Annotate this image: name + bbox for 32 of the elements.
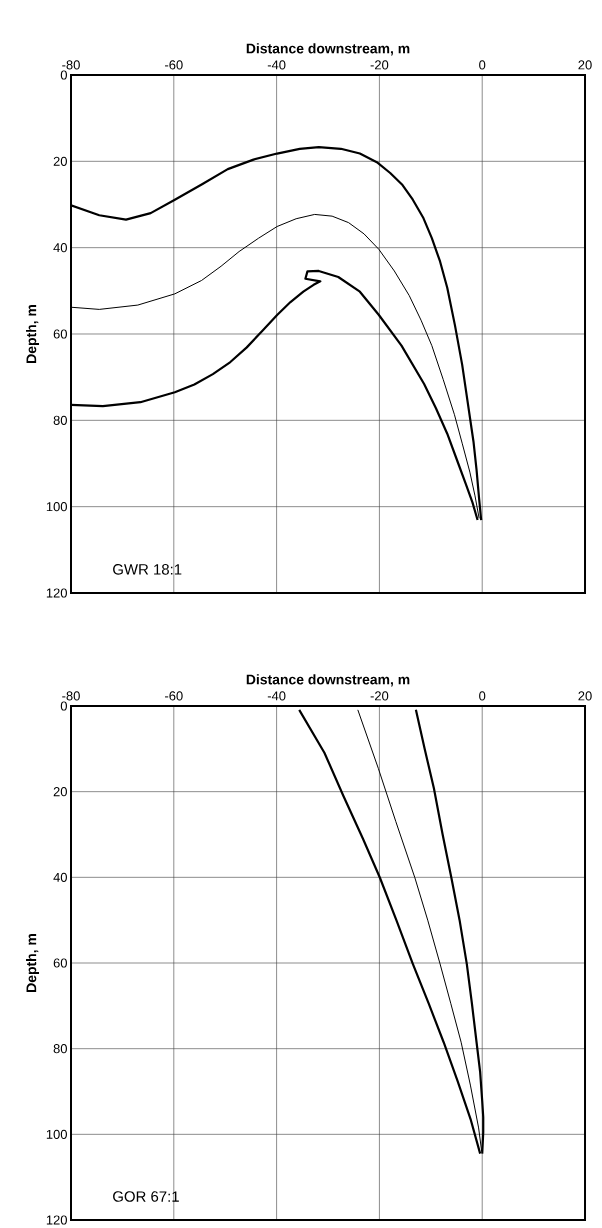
x-tick-label: -40: [267, 691, 286, 701]
x-axis-title: Distance downstream, m: [246, 674, 410, 687]
y-tick-label: 80: [53, 415, 67, 425]
y-axis-title: Depth, m: [26, 305, 40, 363]
y-axis-title: Depth, m: [26, 934, 40, 992]
x-tick-label: 0: [479, 60, 486, 70]
x-tick-label: 20: [578, 60, 592, 70]
y-tick-label: 0: [60, 701, 67, 711]
y-tick-label: 20: [53, 787, 67, 797]
x-tick-label: -40: [267, 60, 286, 70]
x-tick-label: -80: [62, 691, 80, 701]
y-tick-label: 40: [53, 243, 67, 253]
y-tick-label: 0: [60, 70, 67, 80]
x-tick-label: -20: [370, 691, 389, 701]
y-tick-label: 80: [53, 1044, 67, 1054]
x-tick-label: -20: [370, 60, 389, 70]
x-tick-label: -60: [165, 60, 183, 70]
x-axis-title: Distance downstream, m: [246, 43, 410, 56]
y-tick-label: 20: [53, 156, 67, 166]
x-tick-label: 20: [578, 691, 592, 701]
y-tick-label: 40: [53, 872, 67, 882]
x-tick-label: 0: [479, 691, 486, 701]
annotation: GOR 67:1: [113, 1191, 179, 1202]
y-tick-label: 60: [53, 329, 67, 339]
y-tick-label: 100: [46, 502, 67, 512]
y-tick-label: 60: [53, 958, 67, 968]
annotation: GWR 18:1: [113, 564, 182, 575]
y-tick-label: 120: [46, 1215, 67, 1225]
y-tick-label: 100: [46, 1129, 67, 1139]
x-tick-label: -60: [165, 691, 183, 701]
y-tick-label: 120: [46, 588, 67, 598]
x-tick-label: -80: [62, 60, 80, 70]
